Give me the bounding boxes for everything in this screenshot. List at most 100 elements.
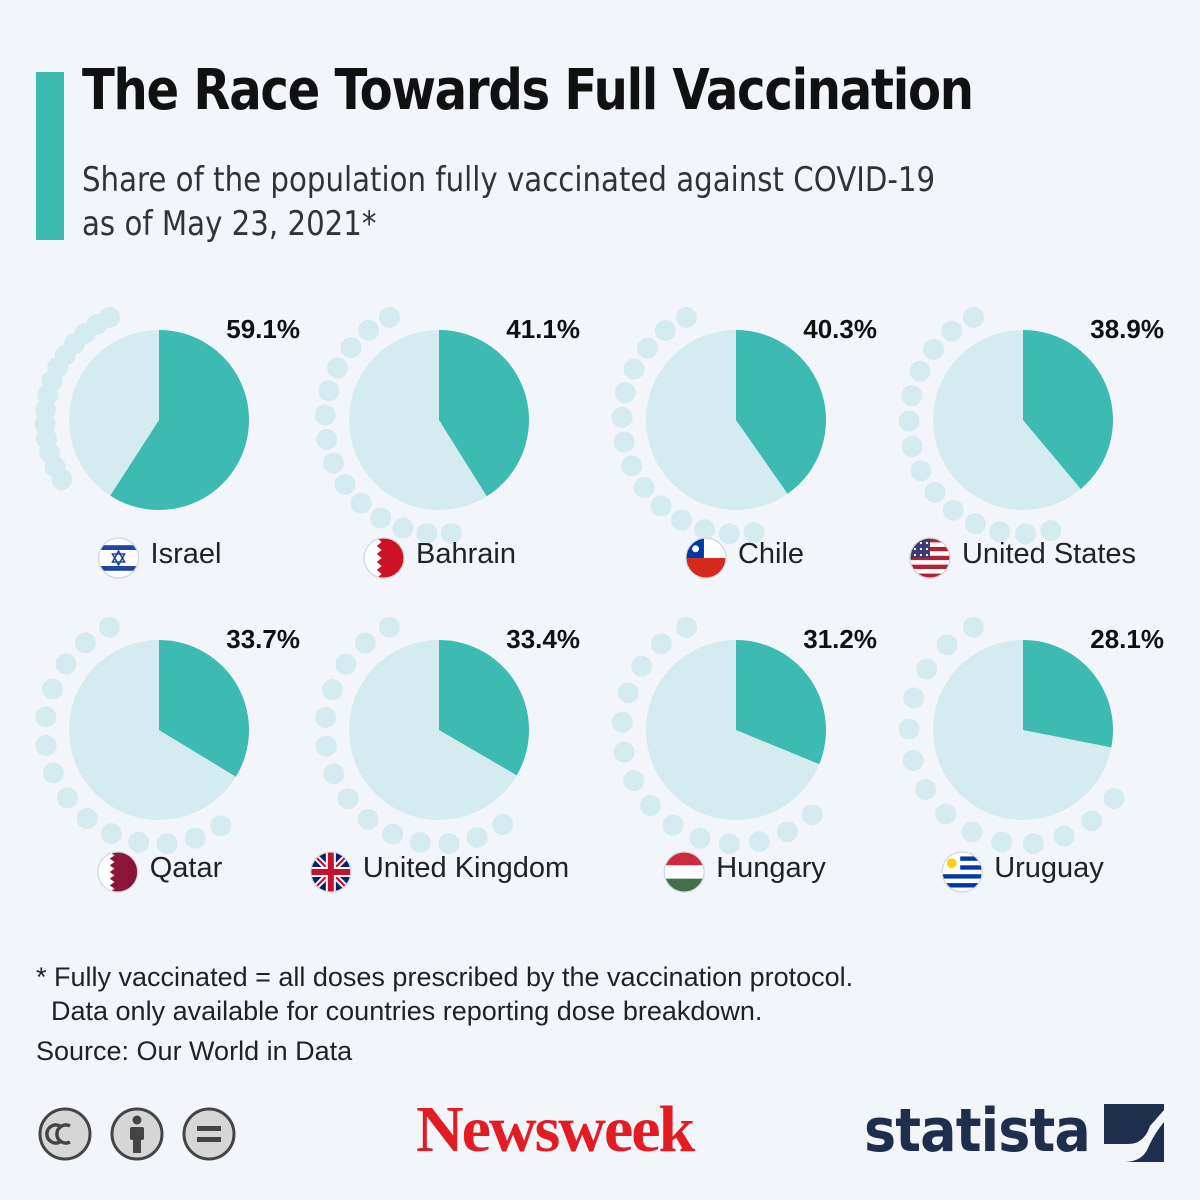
decor-dot	[1103, 788, 1125, 810]
decor-dot	[613, 431, 635, 453]
decor-dot	[924, 481, 946, 503]
decor-dot	[321, 679, 343, 701]
decor-dot	[128, 831, 150, 853]
decor-dot	[631, 655, 653, 677]
decor-dot	[942, 499, 964, 521]
footnote-line-1: * Fully vaccinated = all doses prescribe…	[36, 962, 854, 992]
value-label: 41.1%	[506, 314, 580, 344]
pie-united-kingdom	[315, 616, 530, 855]
pie-united-states	[898, 306, 1114, 545]
decor-dot	[910, 460, 932, 482]
uk-flag-icon	[310, 851, 352, 893]
decor-dot	[689, 827, 711, 849]
decor-dot	[350, 492, 372, 514]
country-label: Israel	[150, 538, 222, 570]
decor-dot	[340, 336, 362, 358]
decor-dot	[98, 306, 120, 328]
decor-dot	[315, 706, 337, 728]
uruguay-flag-icon	[941, 851, 983, 893]
footnote: * Fully vaccinated = all doses prescribe…	[36, 960, 853, 1028]
decor-dot	[748, 831, 770, 853]
country-label: Hungary	[716, 852, 826, 884]
decor-dot	[776, 821, 798, 843]
decor-dot	[637, 337, 659, 359]
bahrain-flag-icon	[363, 537, 405, 579]
decor-dot	[35, 706, 57, 728]
license-icons	[38, 1107, 236, 1161]
decor-dot	[323, 763, 345, 785]
decor-dot	[438, 833, 460, 855]
decor-dot	[991, 831, 1013, 853]
value-label: 28.1%	[1090, 624, 1164, 654]
decor-dot	[334, 474, 356, 496]
chile-flag-icon	[685, 537, 727, 579]
decor-dot	[100, 823, 122, 845]
decor-dot	[650, 633, 672, 655]
decor-dot	[909, 360, 931, 382]
pie-slice-vaccinated	[736, 639, 826, 765]
decor-dot	[694, 519, 716, 541]
decor-dot	[1022, 833, 1044, 855]
decor-dot	[392, 517, 414, 539]
decor-dot	[358, 319, 380, 341]
decor-dot	[378, 306, 400, 328]
decor-dot	[923, 338, 945, 360]
attribution-icon	[110, 1107, 164, 1161]
pie-slice-vaccinated	[439, 640, 530, 776]
pie-slice-vaccinated	[110, 330, 250, 511]
value-label: 38.9%	[1090, 314, 1164, 344]
decor-dot	[801, 804, 823, 826]
decor-dot	[941, 320, 963, 342]
decor-dot	[662, 814, 684, 836]
country-label: United States	[961, 538, 1137, 570]
decor-dot	[650, 495, 672, 517]
decor-dot	[623, 770, 645, 792]
pie-chile	[611, 306, 827, 545]
pie-slice-vaccinated	[736, 330, 827, 494]
decor-dot	[42, 762, 64, 784]
decor-dot	[654, 320, 676, 342]
decor-dot	[357, 808, 379, 830]
decor-dot	[322, 452, 344, 474]
decor-dot	[56, 787, 78, 809]
accent-bar	[36, 72, 64, 240]
chart-subtitle: Share of the population fully vaccinated…	[82, 158, 935, 246]
pie-uruguay	[898, 616, 1125, 855]
decor-dot	[378, 616, 400, 638]
decor-dot	[964, 513, 986, 535]
decor-dot	[416, 522, 438, 544]
decor-dot	[1014, 523, 1036, 545]
decor-dot	[492, 814, 514, 836]
decor-dot	[611, 406, 633, 428]
decor-dot	[718, 833, 740, 855]
decor-dot	[314, 404, 336, 426]
decor-dot	[327, 357, 349, 379]
pie-slice-vaccinated	[159, 640, 250, 777]
decor-dot	[675, 616, 697, 638]
decor-dot	[614, 382, 636, 404]
country-label: Qatar	[149, 852, 223, 884]
subtitle-line-1: Share of the population fully vaccinated…	[82, 160, 936, 200]
source-note: Source: Our World in Data	[36, 1036, 353, 1066]
decor-dot	[898, 410, 920, 432]
decor-dot	[902, 749, 924, 771]
decor-dot	[184, 827, 206, 849]
value-label: 33.4%	[506, 624, 580, 654]
decor-dot	[670, 509, 692, 531]
chart-title: The Race Towards Full Vaccination	[82, 58, 974, 123]
decor-dot	[613, 741, 635, 763]
value-label: 59.1%	[226, 314, 300, 344]
decor-dot	[34, 413, 56, 435]
decor-dot	[98, 616, 120, 638]
decor-dot	[621, 455, 643, 477]
decor-dot	[440, 522, 462, 544]
decor-dot	[901, 436, 923, 458]
us-flag-icon	[909, 537, 951, 579]
decor-dot	[617, 682, 639, 704]
decor-dot	[962, 616, 984, 638]
pie-slice-vaccinated	[439, 330, 529, 497]
decor-dot	[961, 821, 983, 843]
decor-dot	[936, 634, 958, 656]
no-derivatives-icon	[182, 1107, 236, 1161]
